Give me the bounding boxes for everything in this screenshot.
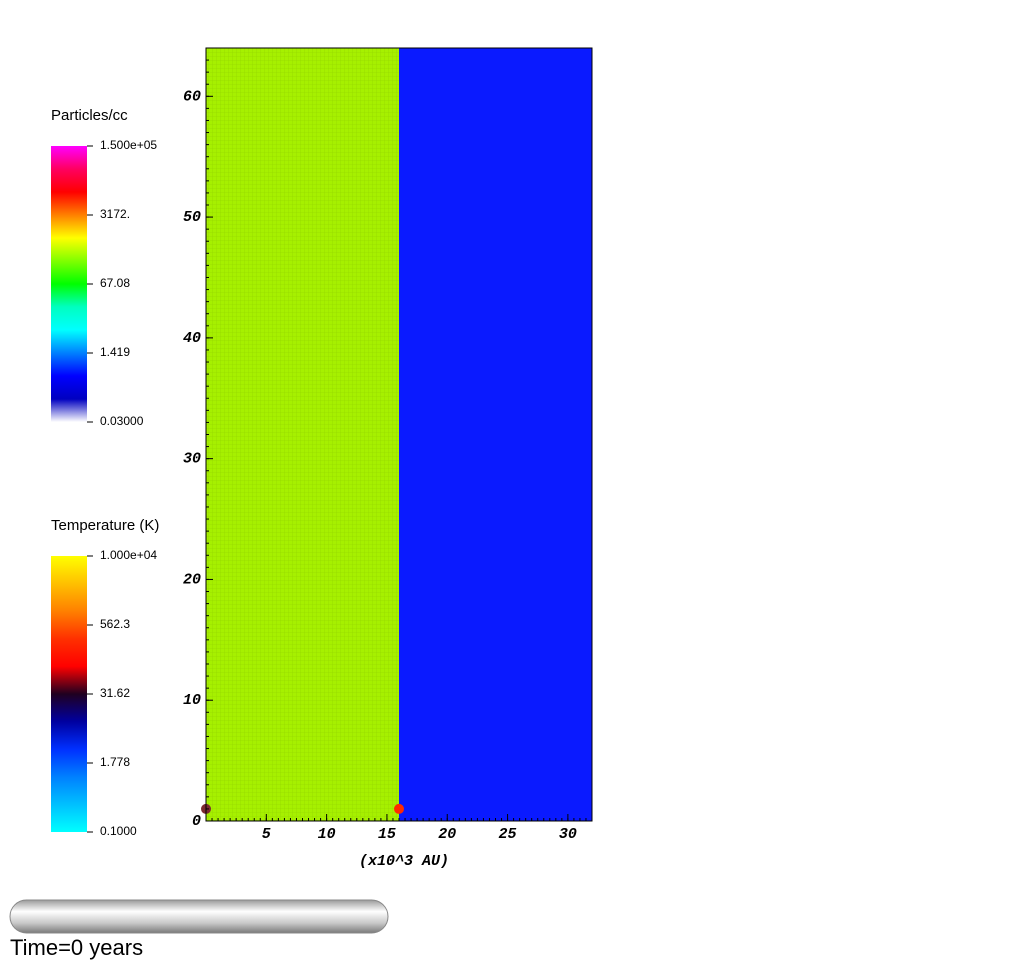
colorbar-tick-label: 0.03000 xyxy=(100,414,144,428)
time-label: Time=0 years xyxy=(10,935,143,960)
colorbar xyxy=(51,556,87,832)
colorbar-tick-label: 0.1000 xyxy=(100,824,137,838)
time-slider[interactable] xyxy=(9,899,389,934)
x-tick-label: 25 xyxy=(499,826,517,843)
x-tick-label: 10 xyxy=(318,826,336,843)
y-tick-label: 0 xyxy=(192,813,201,830)
x-tick-label: 5 xyxy=(262,826,271,843)
y-tick-label: 40 xyxy=(183,330,201,347)
colorbar-tick-label: 1.500e+05 xyxy=(100,138,157,152)
y-tick-label: 20 xyxy=(183,571,201,588)
region xyxy=(399,48,592,821)
mesh xyxy=(206,48,399,821)
colorbar-title: Temperature (K) xyxy=(51,517,159,534)
x-axis-label: (x10^3 AU) xyxy=(359,853,449,870)
colorbar-tick-label: 3172. xyxy=(100,207,130,221)
colorbar-tick-label: 1.419 xyxy=(100,345,130,359)
colorbar-tick-label: 1.000e+04 xyxy=(100,548,157,562)
colorbar-tick-label: 67.08 xyxy=(100,276,130,290)
colorbar-title: Particles/cc xyxy=(51,107,128,124)
colorbar-tick-label: 562.3 xyxy=(100,617,130,631)
colorbar-tick-label: 31.62 xyxy=(100,686,130,700)
x-tick-label: 30 xyxy=(559,826,577,843)
colorbar xyxy=(51,146,87,422)
point xyxy=(394,803,404,814)
y-tick-label: 60 xyxy=(183,88,201,105)
y-tick-label: 30 xyxy=(183,451,201,468)
colorbar-tick-label: 1.778 xyxy=(100,755,130,769)
x-tick-label: 20 xyxy=(438,826,456,843)
x-tick-label: 15 xyxy=(378,826,396,843)
y-tick-label: 50 xyxy=(183,209,201,226)
y-tick-label: 10 xyxy=(183,692,201,709)
